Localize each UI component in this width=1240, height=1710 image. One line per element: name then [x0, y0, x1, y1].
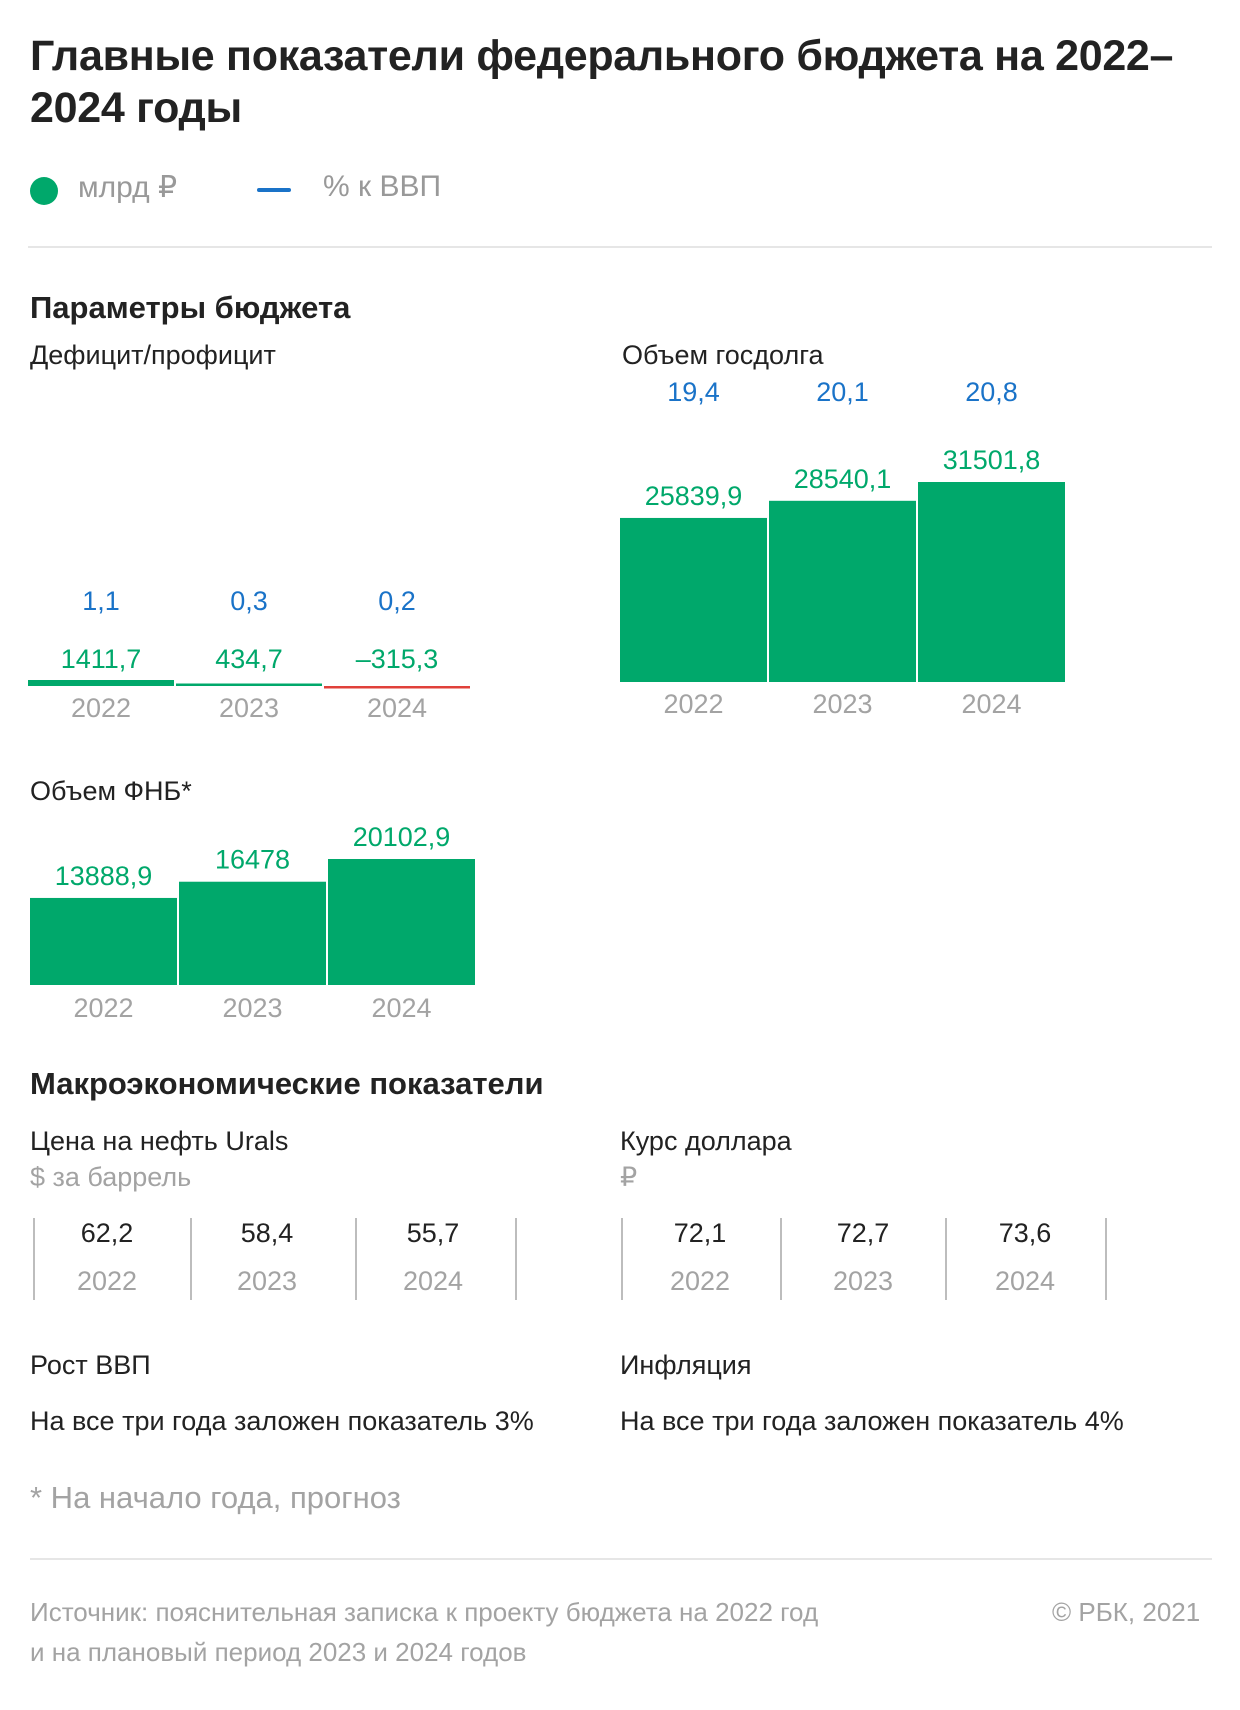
deficit-bar-2023	[176, 683, 322, 686]
debt-gdp-label-2023: 20,1	[816, 377, 869, 407]
fnb-bar-2024	[328, 859, 475, 985]
fnb-chart: 13888,9 2022 16478 2023 20102,9 2024	[30, 822, 475, 1023]
inflation-title: Инфляция	[620, 1350, 752, 1380]
debt-year-2022: 2022	[663, 689, 723, 719]
fnb-bar-2023	[179, 881, 326, 985]
oil-value-2024: 55,7	[406, 1218, 460, 1248]
deficit-bar-2024	[324, 686, 470, 689]
source-line-1: Источник: пояснительная записка к проект…	[30, 1597, 819, 1627]
deficit-bar-2022	[28, 680, 174, 686]
debt-gdp-label-2022: 19,4	[667, 377, 720, 407]
oil-year-2023: 2023	[236, 1266, 298, 1296]
source-line-2: и на плановый период 2023 и 2024 годов	[30, 1637, 527, 1667]
fnb-chart-title: Объем ФНБ*	[30, 776, 192, 806]
inflation-text: На все три года заложен показатель 4%	[620, 1406, 1124, 1436]
debt-bar-2023	[769, 500, 916, 682]
gdp-growth-text: На все три года заложен показатель 3%	[30, 1406, 534, 1436]
oil-year-2022: 2022	[76, 1266, 138, 1296]
fnb-year-2023: 2023	[222, 993, 282, 1023]
debt-gdp-label-2024: 20,8	[965, 377, 1018, 407]
deficit-value-label-2022: 1411,7	[61, 644, 142, 674]
legend-gdp-label: % к ВВП	[323, 170, 442, 203]
deficit-gdp-label-2024: 0,2	[378, 586, 416, 616]
oil-unit: $ за баррель	[30, 1162, 192, 1192]
usd-value-2022: 72,1	[673, 1218, 727, 1248]
debt-year-2023: 2023	[812, 689, 872, 719]
usd-year-2023: 2023	[832, 1266, 894, 1296]
oil-divider	[355, 1218, 357, 1300]
section-macro-title: Макроэкономические показатели	[30, 1066, 544, 1101]
footnote: * На начало года, прогноз	[30, 1480, 401, 1515]
oil-value-2023: 58,4	[240, 1218, 294, 1248]
deficit-year-2022: 2022	[71, 693, 131, 723]
deficit-value-label-2024: –315,3	[356, 644, 439, 674]
usd-divider	[780, 1218, 782, 1300]
section-budget-title: Параметры бюджета	[30, 290, 351, 325]
oil-year-2024: 2024	[402, 1266, 464, 1296]
debt-chart-title: Объем госдолга	[622, 340, 824, 370]
oil-title: Цена на нефть Urals	[30, 1126, 289, 1156]
usd-divider	[621, 1218, 623, 1300]
copyright: © РБК, 2021	[1052, 1597, 1201, 1627]
debt-value-label-2023: 28540,1	[794, 464, 892, 494]
gdp-growth-title: Рост ВВП	[30, 1350, 151, 1380]
usd-value-2024: 73,6	[998, 1218, 1052, 1248]
usd-divider	[945, 1218, 947, 1300]
fnb-value-label-2024: 20102,9	[353, 822, 451, 852]
oil-divider	[33, 1218, 35, 1300]
fnb-year-2022: 2022	[73, 993, 133, 1023]
deficit-gdp-label-2022: 1,1	[82, 586, 120, 616]
oil-value-2022: 62,2	[80, 1218, 134, 1248]
debt-bar-2024	[918, 482, 1065, 682]
fnb-value-label-2022: 13888,9	[55, 861, 153, 891]
deficit-chart: 1,1 1411,7 2022 0,3 434,7 2023 0,2 –315,3 2024	[28, 586, 470, 723]
deficit-chart-title: Дефицит/профицит	[30, 340, 276, 370]
legend-bn-label: млрд ₽	[78, 171, 178, 204]
footer-divider	[30, 1558, 1212, 1560]
usd-value-2023: 72,7	[836, 1218, 890, 1248]
usd-year-2024: 2024	[994, 1266, 1056, 1296]
page-title: Главные показатели федерального бюджета …	[30, 32, 1174, 132]
debt-value-label-2024: 31501,8	[943, 445, 1041, 475]
header-divider	[28, 246, 1212, 248]
deficit-year-2023: 2023	[219, 693, 279, 723]
legend-bn-marker	[30, 177, 58, 205]
usd-year-2022: 2022	[669, 1266, 731, 1296]
usd-divider	[1105, 1218, 1107, 1300]
legend-gdp-marker	[257, 188, 291, 192]
fnb-bar-2022	[30, 897, 177, 985]
debt-chart: 25839,9 19,4 2022 28540,1 20,1 2023 31501,8 20,…	[620, 377, 1065, 719]
usd-title: Курс доллара	[620, 1126, 792, 1156]
usd-unit: ₽	[620, 1162, 638, 1192]
deficit-year-2024: 2024	[367, 693, 427, 723]
oil-divider	[515, 1218, 517, 1300]
debt-value-label-2022: 25839,9	[645, 481, 743, 511]
oil-divider	[190, 1218, 192, 1300]
deficit-gdp-label-2023: 0,3	[230, 586, 268, 616]
debt-year-2024: 2024	[961, 689, 1021, 719]
fnb-year-2024: 2024	[371, 993, 431, 1023]
fnb-value-label-2023: 16478	[215, 845, 290, 875]
deficit-value-label-2023: 434,7	[215, 644, 283, 674]
debt-bar-2022	[620, 517, 767, 682]
